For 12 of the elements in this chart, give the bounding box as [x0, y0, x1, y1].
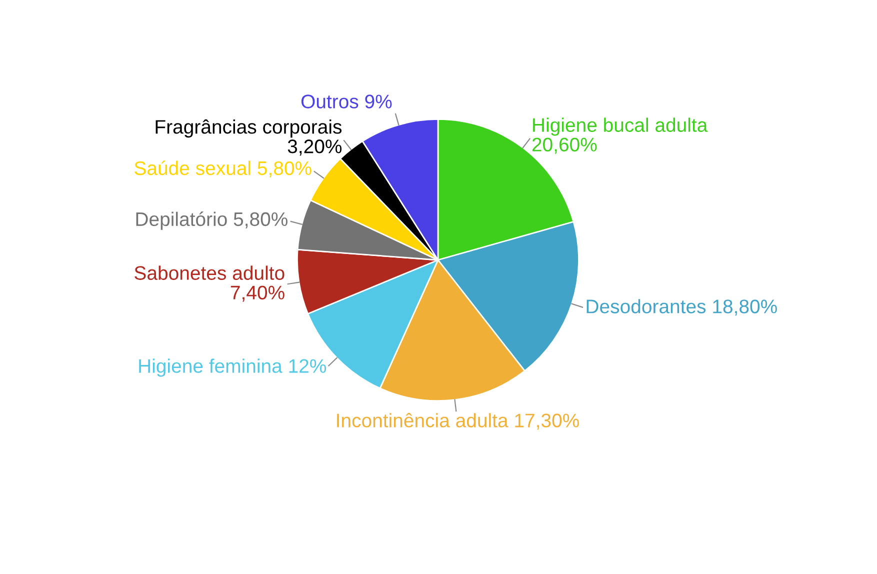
slice-label: Desodorantes 18,80%	[586, 299, 777, 316]
slice-label: Higiene bucal adulta	[533, 118, 708, 136]
slice-label: Sabonetes adulto	[134, 266, 284, 280]
slice-label: Incontinência adulta 17,30%	[337, 413, 579, 430]
slice-label: Saúde sexual 5,80%	[134, 160, 312, 178]
data-label: 20,60%	[532, 138, 597, 154]
data-label: 3,20%	[288, 140, 342, 156]
data-label: 7,40%	[230, 286, 284, 302]
slice-label: Outros 9%	[301, 94, 392, 108]
slice-label: Depilatório 5,80%	[136, 212, 288, 230]
slice-label: Fragrâncias corporais	[156, 119, 342, 138]
slice-label: Higiene feminina 12%	[139, 358, 326, 377]
